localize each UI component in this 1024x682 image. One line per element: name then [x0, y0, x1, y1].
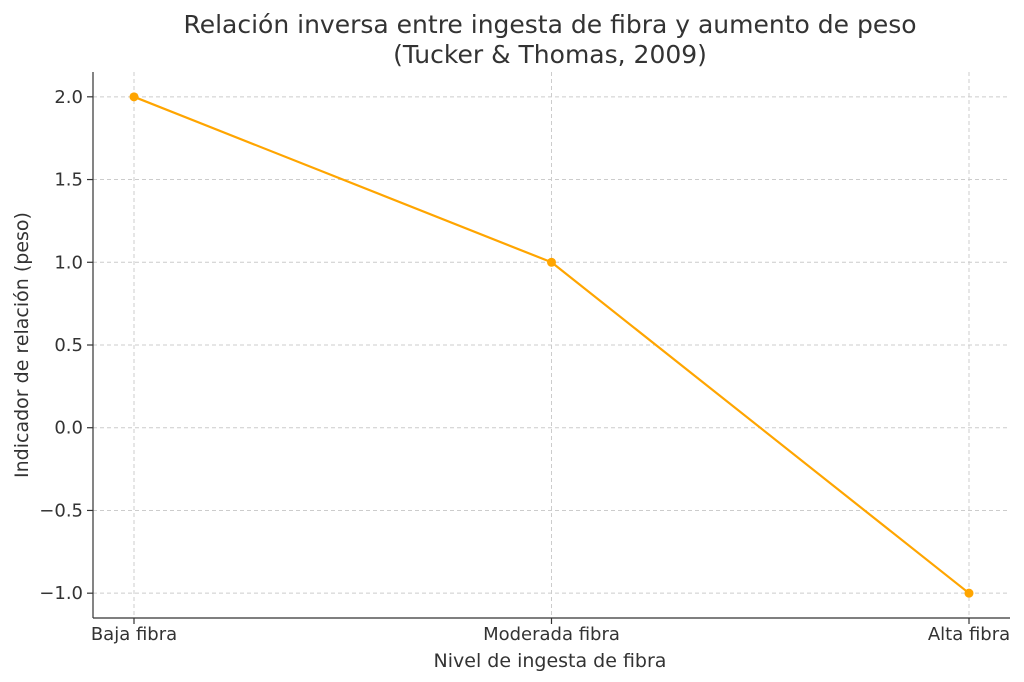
y-tick-label: 1.5	[54, 170, 83, 191]
axes: −1.0 −0.5 0.0 0.5 1.0 1.5 2.0 Baja fibra Moderad…	[39, 72, 1010, 645]
y-tick-label: 1.0	[54, 252, 83, 273]
y-tick-label: −0.5	[39, 500, 83, 521]
x-tick-label: Alta fibra	[928, 624, 1010, 645]
data-point	[964, 588, 974, 598]
grid	[93, 72, 1010, 618]
x-tick-label: Baja fibra	[91, 624, 177, 645]
y-tick-label: 0.5	[54, 335, 83, 356]
x-tick-label: Moderada fibra	[483, 624, 620, 645]
chart-subtitle: (Tucker & Thomas, 2009)	[393, 40, 707, 69]
y-tick-label: 2.0	[54, 87, 83, 108]
chart-title: Relación inversa entre ingesta de fibra …	[183, 10, 916, 39]
data-point	[547, 257, 556, 267]
y-axis-label: Indicador de relación (peso)	[11, 212, 33, 478]
y-tick-label: −1.0	[39, 583, 83, 604]
y-tick-label: 0.0	[54, 418, 83, 439]
x-axis-label: Nivel de ingesta de fibra	[434, 650, 667, 672]
data-point	[129, 92, 139, 102]
series-layer	[129, 92, 974, 598]
